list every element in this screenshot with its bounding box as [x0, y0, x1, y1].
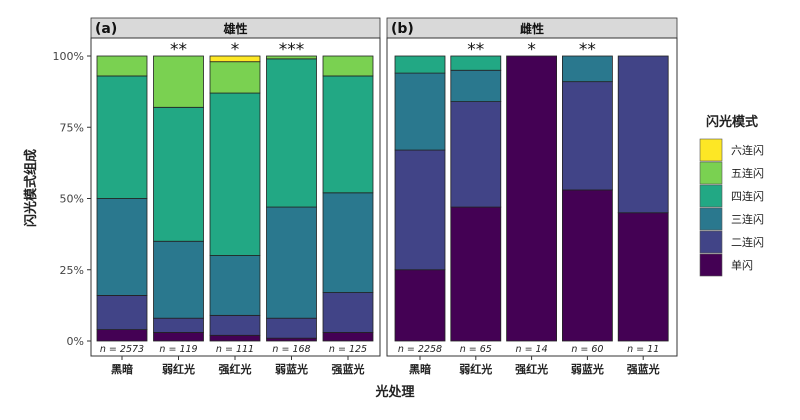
bar-segment-四连闪 — [394, 55, 446, 74]
legend-label: 三连闪 — [731, 212, 764, 226]
x-tick-label: 强蓝光 — [332, 362, 365, 376]
bar-segment-单闪 — [394, 269, 446, 342]
bar-segment-二连闪 — [450, 101, 502, 208]
x-tick-label: 黑暗 — [111, 362, 133, 376]
bar-segment-三连闪 — [562, 55, 613, 83]
bar-segment-三连闪 — [266, 206, 317, 319]
significance-label: * — [527, 40, 536, 60]
y-tick-labels: 0% 25% 50% 75% 100% — [53, 50, 91, 348]
bar-segment-单闪 — [266, 337, 317, 342]
x-tick-label: 弱蓝光 — [275, 362, 308, 376]
y-tick-label: 75% — [60, 121, 84, 134]
bar-segment-三连闪 — [394, 72, 446, 151]
panel-a: (a) 雄性 n = 2573 黑暗 ** n = 119 弱红光 * n = 111 强红光 **… — [90, 17, 381, 376]
panel-title: 雌性 — [520, 21, 544, 36]
bar-segment-四连闪 — [450, 55, 502, 71]
bar-segment-五连闪 — [322, 55, 374, 77]
bar-segment-三连闪 — [96, 198, 148, 296]
n-label: n = 11 — [627, 344, 659, 355]
n-label: n = 111 — [216, 344, 254, 355]
bar-segment-单闪 — [153, 332, 204, 342]
bar-segment-二连闪 — [209, 314, 261, 336]
bar-segment-二连闪 — [96, 294, 148, 330]
bar-segment-二连闪 — [562, 81, 613, 191]
n-label: n = 14 — [516, 344, 548, 355]
y-tick-label: 50% — [60, 193, 84, 206]
y-tick-label: 100% — [53, 50, 84, 63]
bar-segment-四连闪 — [266, 58, 317, 208]
legend-swatch — [699, 184, 723, 208]
significance-label: ** — [467, 40, 484, 60]
x-tick-label: 强蓝光 — [627, 362, 660, 376]
y-tick-label: 25% — [60, 264, 84, 277]
panel-b: (b) 雌性 n = 2258 黑暗 ** n = 65 弱红光 * n = 14 强红光 ** n … — [386, 17, 678, 376]
bar-segment-四连闪 — [153, 106, 204, 242]
x-tick-label: 黑暗 — [409, 362, 431, 376]
legend-label: 单闪 — [731, 258, 753, 272]
n-label: n = 2258 — [398, 344, 442, 355]
panel-label: (b) — [391, 21, 414, 37]
bar-segment-单闪 — [322, 332, 374, 342]
x-tick-label: 强红光 — [515, 362, 548, 376]
significance-label: ** — [579, 40, 596, 60]
x-tick-label: 强红光 — [219, 362, 252, 376]
x-tick-label: 弱红光 — [459, 362, 492, 376]
legend-label: 六连闪 — [731, 143, 764, 157]
bar-segment-五连闪 — [209, 61, 261, 94]
bar-segment-四连闪 — [209, 92, 261, 256]
bar-segment-三连闪 — [450, 69, 502, 103]
bar-segment-三连闪 — [322, 192, 374, 293]
legend-label: 二连闪 — [731, 235, 764, 249]
bar-segment-单闪 — [209, 334, 261, 342]
bar-segment-二连闪 — [322, 292, 374, 333]
legend-label: 四连闪 — [731, 189, 764, 203]
n-label: n = 60 — [571, 344, 603, 355]
x-tick-label: 弱红光 — [162, 362, 195, 376]
bar-segment-五连闪 — [96, 55, 148, 77]
bar-segment-三连闪 — [209, 255, 261, 316]
x-axis-title: 光处理 — [374, 384, 414, 400]
bar-segment-单闪 — [617, 212, 669, 342]
bar-segment-二连闪 — [394, 149, 446, 271]
n-label: n = 2573 — [100, 344, 144, 355]
bar-segment-单闪 — [450, 206, 502, 342]
legend-swatch — [699, 161, 723, 185]
bar-segment-五连闪 — [266, 55, 317, 60]
bar-segment-单闪 — [506, 55, 558, 342]
bar-segment-二连闪 — [153, 317, 204, 333]
n-label: n = 65 — [460, 344, 492, 355]
legend-swatch — [699, 207, 723, 231]
significance-label: * — [231, 40, 240, 60]
bar-segment-五连闪 — [153, 55, 204, 108]
bar-segment-二连闪 — [617, 55, 669, 214]
bar-segment-四连闪 — [322, 75, 374, 194]
legend-title: 闪光模式 — [706, 114, 758, 130]
legend-swatch — [699, 138, 723, 162]
bar-segment-三连闪 — [153, 240, 204, 319]
legend-swatch — [699, 230, 723, 254]
bar-segment-六连闪 — [209, 55, 261, 63]
significance-label: ** — [170, 40, 187, 60]
bar-segment-四连闪 — [96, 75, 148, 199]
n-label: n = 125 — [329, 344, 367, 355]
legend-swatch — [699, 253, 723, 277]
y-axis-title: 闪光模式组成 — [23, 149, 39, 227]
n-label: n = 119 — [159, 344, 197, 355]
panel-label: (a) — [95, 21, 117, 37]
bar-segment-二连闪 — [266, 317, 317, 339]
panel-title: 雄性 — [222, 21, 247, 36]
x-tick-label: 弱蓝光 — [571, 362, 604, 376]
bar-segment-单闪 — [96, 329, 148, 342]
n-label: n = 168 — [272, 344, 310, 355]
bar-segment-单闪 — [562, 189, 613, 342]
legend-label: 五连闪 — [731, 166, 764, 180]
significance-label: *** — [279, 40, 305, 60]
y-tick-label: 0% — [67, 335, 84, 348]
